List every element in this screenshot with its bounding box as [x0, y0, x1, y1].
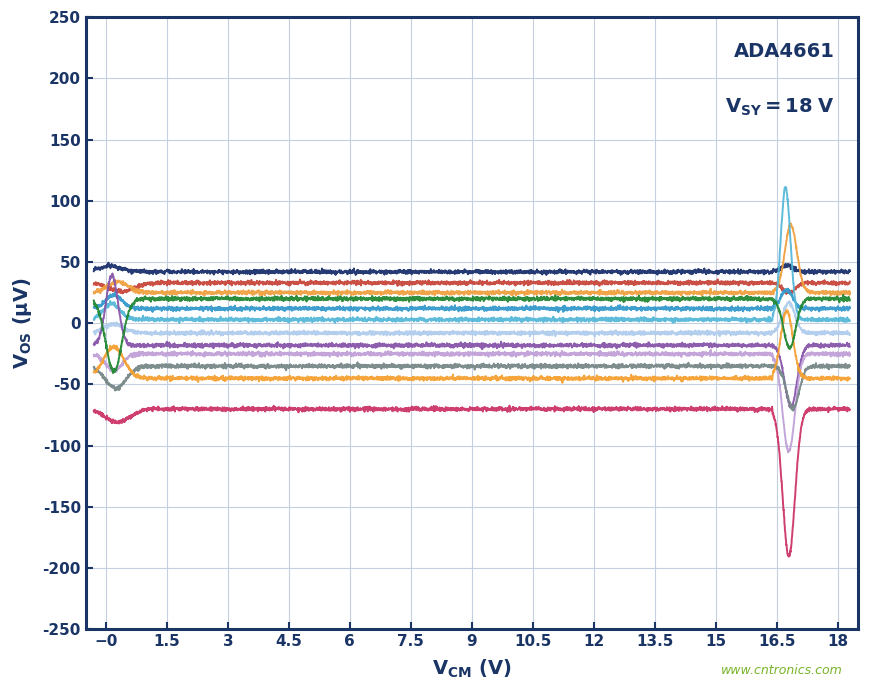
Text: ADA4661: ADA4661 — [733, 41, 835, 61]
Y-axis label: $\mathbf{V_{OS}}$ $\mathbf{(\mu V)}$: $\mathbf{V_{OS}}$ $\mathbf{(\mu V)}$ — [11, 277, 34, 369]
Text: $\mathbf{V}_{\mathbf{SY}}$$\mathbf{ = 18\ V}$: $\mathbf{V}_{\mathbf{SY}}$$\mathbf{ = 18… — [725, 97, 835, 118]
X-axis label: $\mathbf{V_{CM}}$ $\mathbf{(V)}$: $\mathbf{V_{CM}}$ $\mathbf{(V)}$ — [432, 658, 512, 680]
Text: www.cntronics.com: www.cntronics.com — [721, 664, 843, 677]
